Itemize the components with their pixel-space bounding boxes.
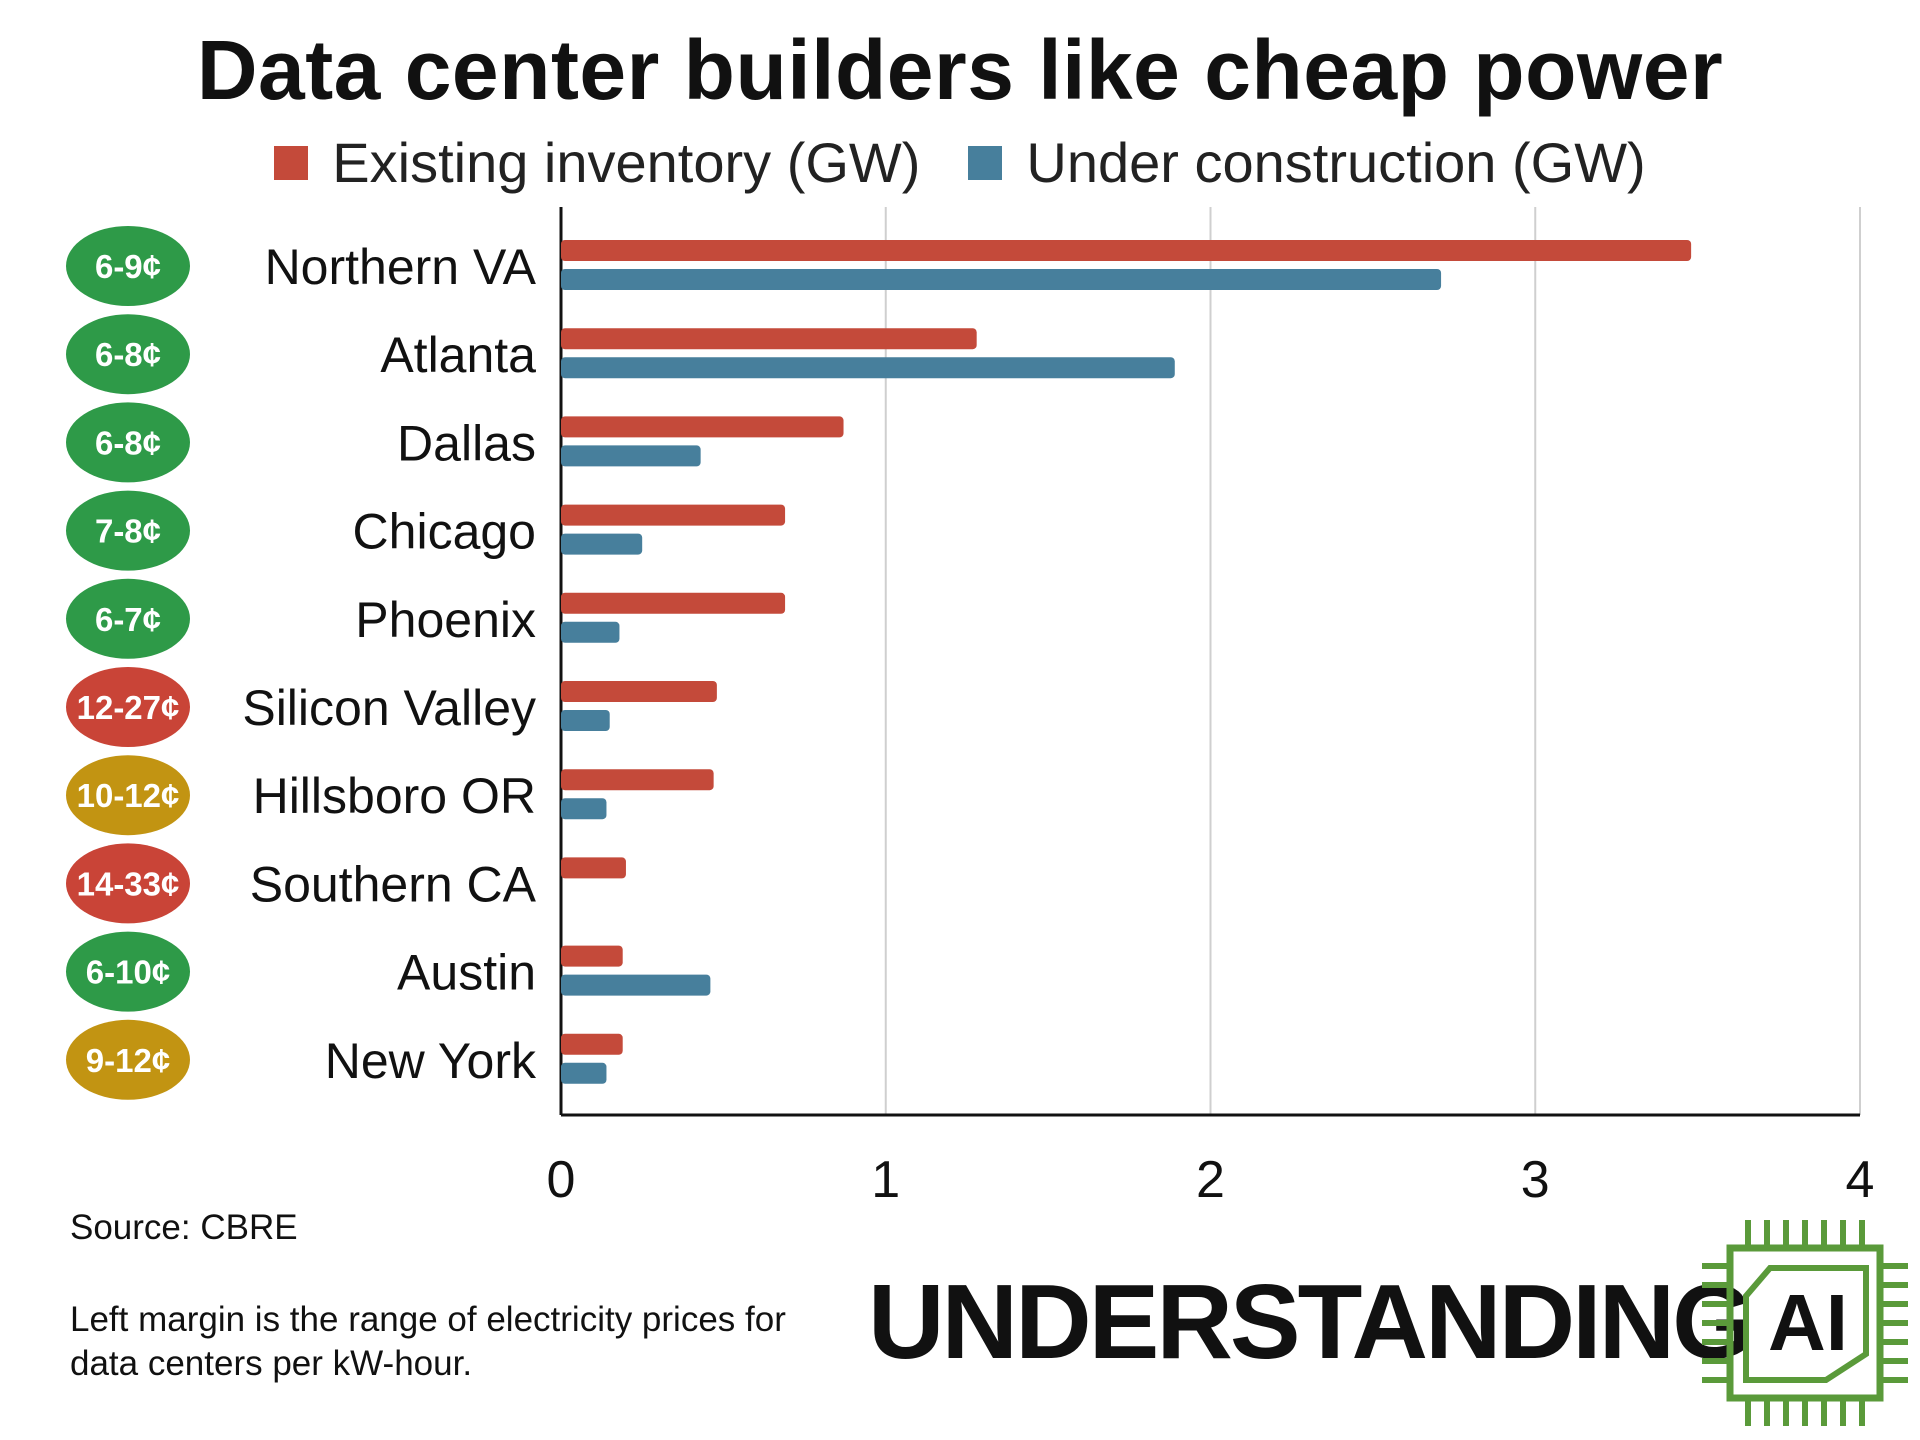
category-label-northern-va: Northern VA xyxy=(265,239,537,295)
category-label-chicago: Chicago xyxy=(353,504,536,560)
legend-label-existing: Existing inventory (GW) xyxy=(332,131,921,194)
category-label-silicon-valley: Silicon Valley xyxy=(242,680,536,736)
bar-existing-atlanta xyxy=(561,328,977,350)
legend-label-construction: Under construction (GW) xyxy=(1026,131,1646,194)
margin-note: Left margin is the range of electricity … xyxy=(70,1300,786,1383)
bar-construction-phoenix xyxy=(561,621,620,643)
bar-existing-chicago xyxy=(561,504,786,526)
category-label-new-york: New York xyxy=(325,1033,537,1089)
price-badge-text-chicago: 7-8¢ xyxy=(95,513,161,550)
price-badge-dallas xyxy=(66,402,190,483)
price-badge-chicago xyxy=(66,490,190,571)
price-badge-text-new-york: 9-12¢ xyxy=(86,1042,170,1079)
x-tick-label-3: 3 xyxy=(1521,1151,1550,1200)
bar-construction-dallas xyxy=(561,445,701,467)
chip-inner-frame xyxy=(1743,1265,1869,1383)
legend-item-construction: Under construction (GW) xyxy=(968,130,1646,195)
price-badge-text-silicon-valley: 12-27¢ xyxy=(77,689,180,726)
bar-construction-silicon-valley xyxy=(561,710,610,731)
category-label-austin: Austin xyxy=(397,945,536,1001)
price-badge-text-hillsboro-or: 10-12¢ xyxy=(77,777,180,814)
price-badge-text-atlanta: 6-8¢ xyxy=(95,336,161,373)
price-badge-southern-ca xyxy=(66,843,190,924)
source-note: Source: CBRE xyxy=(70,1208,298,1247)
logo-mark: AI xyxy=(1768,1278,1848,1367)
price-badge-silicon-valley xyxy=(66,667,190,747)
chart-plot: 0 1 2 3 4 Northern VA 6-9¢ Atlanta 6-8¢ Dallas 6-8… xyxy=(66,207,1875,1200)
price-badge-northern-va xyxy=(66,226,190,306)
price-badge-austin xyxy=(66,931,190,1012)
logo-wordmark: UNDERSTANDING xyxy=(868,1263,1755,1381)
bar-existing-phoenix xyxy=(561,592,786,614)
price-badge-new-york xyxy=(66,1019,190,1100)
bar-existing-silicon-valley xyxy=(561,681,717,702)
price-badge-text-austin: 6-10¢ xyxy=(86,954,170,991)
price-badge-atlanta xyxy=(66,314,190,395)
bar-existing-new-york xyxy=(561,1033,623,1055)
chart-title: Data center builders like cheap power xyxy=(196,23,1724,117)
category-label-dallas: Dallas xyxy=(397,415,536,471)
bar-construction-northern-va xyxy=(561,269,1442,290)
bar-construction-new-york xyxy=(561,1062,607,1084)
price-badge-text-southern-ca: 14-33¢ xyxy=(77,865,180,902)
bar-existing-southern-ca xyxy=(561,857,626,879)
price-badge-text-northern-va: 6-9¢ xyxy=(95,248,161,285)
legend: Existing inventory (GW) Under constructi… xyxy=(0,130,1920,195)
bar-existing-dallas xyxy=(561,416,844,438)
bar-existing-austin xyxy=(561,945,623,967)
x-tick-label-1: 1 xyxy=(871,1151,900,1200)
legend-item-existing: Existing inventory (GW) xyxy=(274,130,920,195)
x-tick-label-4: 4 xyxy=(1846,1151,1875,1200)
x-tick-label-0: 0 xyxy=(547,1151,576,1200)
chip-pins xyxy=(1702,1220,1908,1426)
legend-swatch-construction xyxy=(968,145,1003,180)
bar-existing-northern-va xyxy=(561,240,1692,261)
legend-swatch-existing xyxy=(274,145,309,180)
chip-icon: AI xyxy=(1702,1220,1908,1426)
price-badge-phoenix xyxy=(66,578,190,659)
category-label-hillsboro-or: Hillsboro OR xyxy=(253,768,536,824)
chip-outer-frame xyxy=(1726,1244,1884,1402)
price-badge-text-dallas: 6-8¢ xyxy=(95,424,161,461)
bar-construction-atlanta xyxy=(561,357,1175,379)
category-label-southern-ca: Southern CA xyxy=(250,856,537,912)
x-tick-label-2: 2 xyxy=(1196,1151,1225,1200)
bar-existing-hillsboro-or xyxy=(561,769,714,791)
price-badge-hillsboro-or xyxy=(66,755,190,836)
category-label-atlanta: Atlanta xyxy=(380,327,536,383)
bar-construction-austin xyxy=(561,974,711,996)
category-label-phoenix: Phoenix xyxy=(355,592,536,648)
price-badge-text-phoenix: 6-7¢ xyxy=(95,601,161,638)
bar-construction-chicago xyxy=(561,533,643,555)
bar-construction-hillsboro-or xyxy=(561,798,607,820)
